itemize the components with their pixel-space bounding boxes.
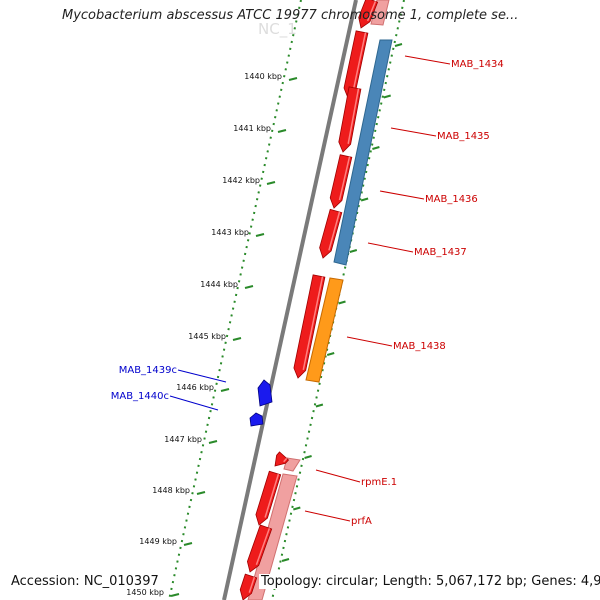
gene-labels: MAB_1434 MAB_1435 MAB_1436 MAB_1437 MAB_1438… [111, 55, 504, 527]
gene-arrow-reverse[interactable] [257, 379, 273, 407]
ruler-tick-label: 1446 kbp [176, 383, 214, 392]
gene-label[interactable]: MAB_1438 [393, 341, 446, 352]
gene-leader-line [346, 336, 393, 347]
gene-label[interactable]: MAB_1435 [437, 131, 490, 142]
cds-segment[interactable] [333, 39, 393, 266]
gene-arrow-highlight [328, 211, 341, 251]
ruler-ticks: 1440 kbp 1441 kbp 1442 kbp 1443 kbp 1444 kbp… [126, 43, 403, 597]
ruler-minor-tick [372, 146, 380, 150]
gene-arrow-reverse[interactable] [249, 412, 264, 427]
ruler-minor-tick [293, 506, 301, 511]
ruler-minor-tick [315, 403, 324, 408]
ruler-tick-label: 1445 kbp [188, 332, 226, 341]
gene-leader-line [169, 395, 219, 411]
watermark-text: NC_1 [258, 20, 297, 39]
ruler-minor-tick [304, 455, 312, 459]
gene-label[interactable]: rpmE.1 [361, 477, 397, 488]
ruler-tick [288, 77, 298, 81]
accession-text: Accession: NC_010397 [9, 574, 161, 589]
gene-label[interactable]: MAB_1437 [414, 247, 467, 258]
gene-label[interactable]: MAB_1434 [451, 59, 504, 70]
gene-arrow[interactable] [274, 451, 290, 467]
ruler-tick-label: 1442 kbp [222, 176, 260, 185]
ruler-minor-tick [349, 249, 358, 253]
gene-leader-line [379, 190, 425, 200]
gene-arrow-highlight [352, 32, 367, 91]
cds-segment[interactable] [283, 457, 301, 472]
ruler-tick [255, 233, 265, 237]
ruler-minor-tick [281, 558, 290, 562]
ruler-tick-label: 1443 kbp [211, 228, 249, 237]
page-title: Mycobacterium abscessus ATCC 19977 chrom… [62, 8, 519, 23]
ruler-tick [196, 491, 206, 495]
ruler-tick-label: 1441 kbp [233, 124, 271, 133]
gene-arrow-highlight [338, 156, 351, 201]
ruler-tick [244, 285, 254, 289]
ruler-tick-label: 1440 kbp [244, 72, 282, 81]
gene-arrow-highlight [366, 1, 377, 22]
ruler-tick [266, 181, 276, 185]
gene-leader-line [304, 510, 351, 522]
ruler-minor-tick [394, 43, 403, 47]
ruler-minor-tick [360, 197, 369, 202]
ruler-tick-label: 1447 kbp [164, 435, 202, 444]
ruler-tick-label: 1444 kbp [200, 280, 238, 289]
gene-leader-line [404, 55, 451, 65]
gene-leader-line [390, 127, 437, 137]
gene-arrow-highlight [283, 457, 288, 463]
gene-label[interactable]: prfA [351, 516, 372, 527]
backbone [222, 0, 363, 600]
ruler-tick-label: 1449 kbp [139, 537, 177, 546]
gene-leader-line [177, 369, 227, 383]
gene-arrow-highlight [264, 473, 280, 518]
ruler-tick [277, 129, 287, 133]
ruler-tick [170, 593, 180, 597]
ruler-tick [232, 337, 242, 341]
gene-arrow-highlight [302, 276, 324, 371]
ruler-minor-tick [383, 94, 391, 99]
gene-label[interactable]: MAB_1436 [425, 194, 478, 205]
cds-segment[interactable] [305, 277, 344, 383]
ruler-tick [220, 388, 230, 392]
gene-track [239, 0, 379, 600]
topology-text: Topology: circular; Length: 5,067,172 bp… [259, 574, 600, 589]
gene-leader-line [367, 242, 414, 253]
ruler-tick-label: 1448 kbp [152, 486, 190, 495]
gene-label[interactable]: MAB_1439c [119, 365, 177, 376]
cds-track [247, 0, 393, 600]
ruler-minor-tick [326, 352, 335, 356]
gene-label[interactable]: MAB_1440c [111, 391, 169, 402]
ruler-minor-tick [338, 300, 346, 305]
ruler-tick [208, 440, 218, 444]
gene-leader-line [315, 469, 361, 483]
ruler-tick [183, 542, 193, 546]
gene-arrow-highlight [248, 576, 256, 593]
gene-arrow-highlight [347, 88, 360, 144]
gene-arrow-highlight [255, 527, 271, 565]
ruler-tick-label: 1450 kbp [126, 588, 164, 597]
